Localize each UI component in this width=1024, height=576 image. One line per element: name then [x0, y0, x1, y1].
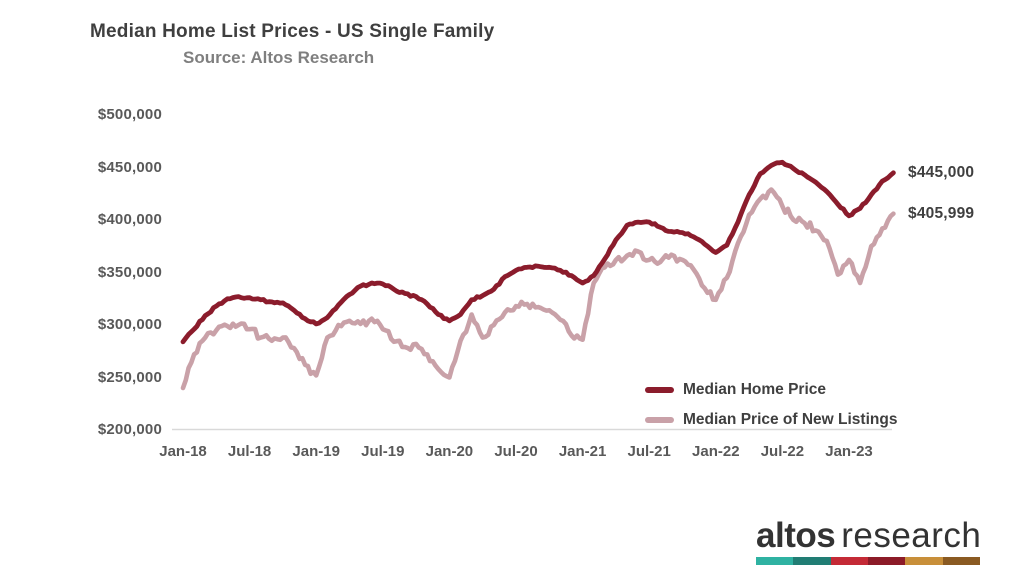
y-tick-500000: $500,000 [97, 106, 162, 123]
logo-color-bar [756, 557, 980, 565]
y-tick-350000: $350,000 [97, 263, 162, 281]
x-tick-Jan-18: Jan-18 [159, 443, 207, 460]
logo-bar-segment-5 [905, 557, 943, 565]
chart-title: Median Home List Prices - US Single Fami… [90, 21, 495, 42]
logo-word-altos: altos [756, 516, 836, 555]
x-tick-Jan-21: Jan-21 [558, 443, 607, 460]
x-tick-Jan-19: Jan-19 [292, 443, 340, 460]
logo-bar-segment-3 [830, 557, 868, 565]
new-listings-line [180, 187, 896, 391]
chart-subtitle: Source: Altos Research [183, 48, 375, 67]
logo-bar-segment-4 [867, 557, 906, 565]
x-tick-Jul-19: Jul-19 [361, 443, 405, 460]
logo-text: altos research [756, 518, 982, 554]
logo-word-research: research [841, 516, 982, 555]
legend-label-median-home-price: Median Home Price [683, 381, 826, 398]
y-tick-300000: $300,000 [97, 316, 162, 333]
y-tick-450000: $450,000 [97, 158, 162, 176]
logo-bar-segment-2 [793, 557, 831, 565]
legend-item-new-listings: Median Price of New Listings [645, 409, 897, 431]
x-tick-Jul-22: Jul-22 [760, 443, 805, 460]
logo-bar-segment-6 [942, 557, 980, 565]
legend-label-new-listings: Median Price of New Listings [683, 411, 898, 428]
x-tick-Jul-18: Jul-18 [227, 443, 272, 460]
median-home-price-swatch [645, 387, 674, 393]
y-tick-250000: $250,000 [97, 368, 162, 386]
legend: Median Home Price Median Price of New Li… [645, 379, 897, 439]
logo-bar-segment-1 [756, 557, 794, 565]
new-listings-end-value: $405,999 [908, 204, 975, 222]
x-tick-Jan-20: Jan-20 [425, 443, 474, 460]
legend-item-median-home-price: Median Home Price [645, 379, 897, 401]
x-tick-Jan-22: Jan-22 [692, 443, 740, 460]
new-listings-swatch [645, 417, 674, 423]
y-tick-400000: $400,000 [97, 211, 162, 228]
median-home-price-line [180, 159, 896, 345]
x-tick-Jul-20: Jul-20 [494, 443, 538, 460]
x-tick-Jul-21: Jul-21 [627, 443, 671, 460]
altos-research-logo: altos research [756, 518, 982, 565]
x-tick-Jan-23: Jan-23 [825, 443, 873, 460]
y-tick-200000: $200,000 [97, 421, 162, 438]
median-home-price-end-value: $445,000 [908, 163, 975, 181]
